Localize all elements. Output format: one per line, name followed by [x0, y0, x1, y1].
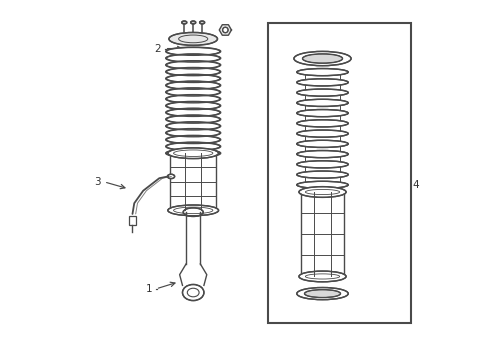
Ellipse shape [166, 108, 220, 117]
Ellipse shape [183, 208, 203, 216]
Ellipse shape [304, 290, 341, 298]
Polygon shape [220, 25, 231, 35]
Ellipse shape [297, 130, 348, 137]
Ellipse shape [166, 61, 220, 69]
Ellipse shape [297, 120, 348, 127]
Ellipse shape [166, 142, 220, 151]
Ellipse shape [299, 271, 346, 282]
Ellipse shape [222, 27, 228, 33]
Ellipse shape [166, 122, 220, 130]
Ellipse shape [166, 102, 220, 110]
Ellipse shape [299, 186, 346, 197]
Ellipse shape [297, 150, 348, 158]
Bar [170, 153, 217, 210]
Bar [268, 23, 411, 323]
Ellipse shape [294, 51, 351, 66]
Ellipse shape [297, 288, 348, 300]
Text: 1: 1 [146, 284, 152, 294]
Text: 4: 4 [413, 180, 419, 190]
Ellipse shape [297, 171, 348, 178]
Ellipse shape [166, 135, 220, 144]
Ellipse shape [168, 205, 219, 216]
Polygon shape [180, 264, 207, 285]
Ellipse shape [297, 89, 348, 96]
Ellipse shape [166, 95, 220, 103]
Bar [129, 216, 136, 225]
Ellipse shape [168, 174, 174, 179]
Bar [301, 192, 344, 276]
Text: 3: 3 [94, 177, 100, 187]
Ellipse shape [166, 54, 220, 63]
Ellipse shape [166, 149, 220, 157]
Ellipse shape [302, 54, 343, 63]
Ellipse shape [166, 47, 220, 56]
Ellipse shape [297, 161, 348, 168]
Ellipse shape [166, 74, 220, 83]
Ellipse shape [182, 21, 187, 24]
Ellipse shape [166, 88, 220, 96]
Ellipse shape [166, 129, 220, 137]
Ellipse shape [169, 32, 218, 45]
Ellipse shape [297, 68, 348, 76]
Ellipse shape [199, 21, 205, 24]
Ellipse shape [297, 181, 348, 188]
Ellipse shape [297, 109, 348, 117]
Ellipse shape [166, 115, 220, 123]
Text: 2: 2 [154, 44, 161, 54]
Ellipse shape [168, 148, 219, 158]
Ellipse shape [182, 284, 204, 301]
Ellipse shape [297, 140, 348, 148]
Ellipse shape [166, 81, 220, 90]
Ellipse shape [297, 79, 348, 86]
Ellipse shape [297, 99, 348, 107]
Ellipse shape [191, 21, 196, 24]
Ellipse shape [166, 67, 220, 76]
